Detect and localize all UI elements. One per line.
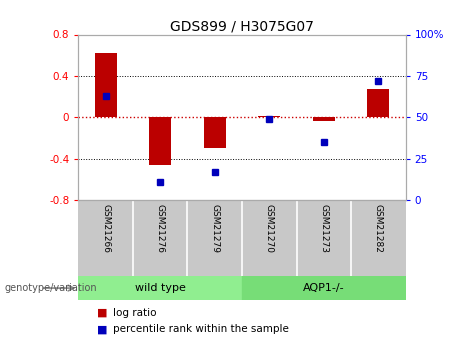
- Text: GSM21266: GSM21266: [101, 204, 110, 253]
- Text: GSM21282: GSM21282: [374, 204, 383, 253]
- Text: genotype/variation: genotype/variation: [5, 283, 97, 293]
- Bar: [149, 117, 171, 165]
- Bar: [242, 276, 406, 300]
- Text: GSM21279: GSM21279: [210, 204, 219, 253]
- Bar: [95, 53, 117, 117]
- Text: GSM21276: GSM21276: [156, 204, 165, 253]
- Bar: [78, 276, 242, 300]
- Text: log ratio: log ratio: [113, 308, 156, 318]
- Bar: [313, 117, 335, 121]
- Text: GSM21273: GSM21273: [319, 204, 328, 253]
- Text: ■: ■: [97, 324, 107, 334]
- Text: ■: ■: [97, 308, 107, 318]
- Bar: [204, 117, 226, 148]
- Text: percentile rank within the sample: percentile rank within the sample: [113, 324, 289, 334]
- Text: wild type: wild type: [135, 283, 186, 293]
- Title: GDS899 / H3075G07: GDS899 / H3075G07: [170, 19, 314, 33]
- Text: GSM21270: GSM21270: [265, 204, 274, 253]
- Bar: [367, 89, 389, 117]
- Bar: [258, 116, 280, 117]
- Text: AQP1-/-: AQP1-/-: [303, 283, 345, 293]
